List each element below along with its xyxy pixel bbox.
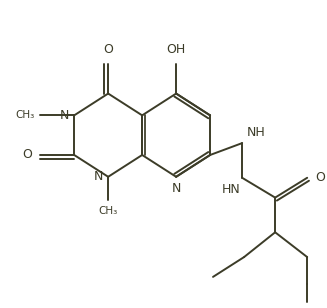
- Text: N: N: [94, 170, 103, 183]
- Text: NH: NH: [247, 126, 266, 139]
- Text: OH: OH: [166, 43, 186, 56]
- Text: N: N: [60, 109, 69, 122]
- Text: N: N: [171, 182, 181, 195]
- Text: HN: HN: [221, 183, 240, 196]
- Text: O: O: [315, 171, 325, 184]
- Text: CH₃: CH₃: [15, 110, 34, 120]
- Text: O: O: [23, 148, 32, 161]
- Text: CH₃: CH₃: [98, 205, 118, 216]
- Text: O: O: [103, 43, 113, 56]
